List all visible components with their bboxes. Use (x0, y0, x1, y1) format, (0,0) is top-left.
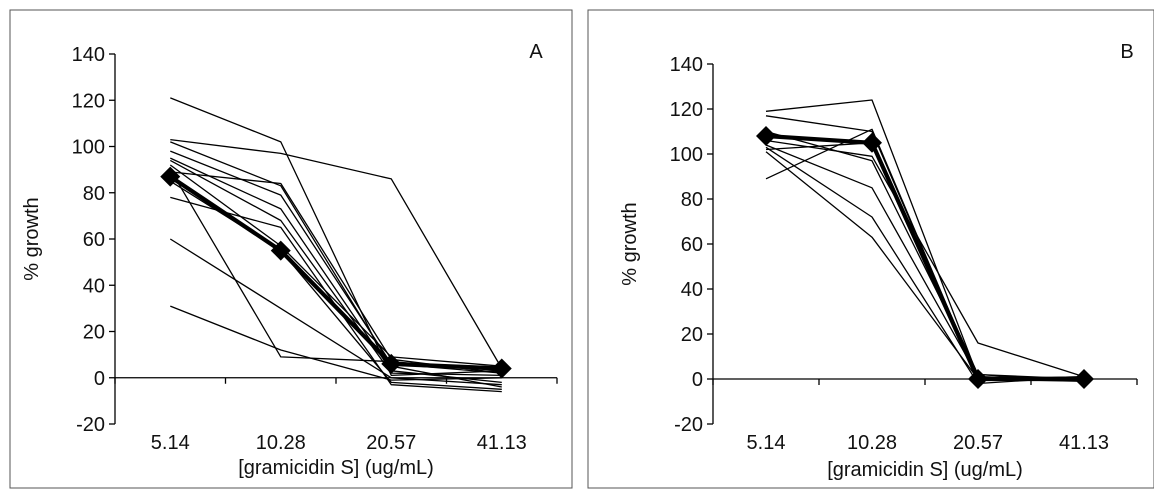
x-axis-title: [gramicidin S] (ug/mL) (238, 457, 434, 479)
diamond-marker (1074, 369, 1094, 389)
y-tick-label: 100 (72, 137, 105, 159)
series-line-1 (170, 97, 502, 377)
y-tick-label: -20 (76, 414, 105, 436)
y-tick-label: 120 (670, 99, 703, 121)
y-axis-title: % growth (619, 202, 641, 285)
x-tick-label: 5.14 (747, 432, 786, 454)
y-tick-label: 20 (681, 324, 703, 346)
diamond-marker (160, 166, 181, 187)
diamond-marker (270, 240, 291, 261)
x-tick-label: 5.14 (151, 432, 190, 454)
y-tick-label: 100 (670, 144, 703, 166)
series-line-14 (169, 174, 502, 371)
chart-frame (587, 9, 1154, 489)
series-line-7 (169, 164, 502, 367)
panel-label: A (529, 41, 543, 63)
x-tick-label: 10.28 (256, 432, 306, 454)
y-tick-label: 140 (72, 44, 105, 66)
series-line-8 (765, 128, 1085, 380)
series-line-6 (169, 159, 502, 377)
x-axis-title: [gramicidin S] (ug/mL) (827, 459, 1023, 481)
y-tick-label: 80 (681, 189, 703, 211)
x-tick-label: 41.13 (1059, 432, 1109, 454)
y-tick-label: 80 (83, 183, 105, 205)
series-line-10 (765, 133, 1084, 382)
series-line-4 (765, 139, 1085, 378)
y-tick-label: 120 (72, 90, 105, 112)
series-line-1 (765, 99, 1085, 380)
series-line-2 (765, 115, 1085, 380)
y-tick-label: 60 (681, 234, 703, 256)
series-line-12 (170, 305, 502, 381)
y-tick-label: 20 (83, 322, 105, 344)
line-chart-a: A -20 0 20 40 60 80 100 120 140 5.14 10.28 20.57 41.1… (9, 9, 573, 489)
series-line-4 (170, 150, 502, 374)
y-tick-label: 60 (83, 229, 105, 251)
y-tick-label: 140 (670, 54, 703, 76)
y-tick-label: 0 (692, 369, 703, 391)
series-line-2 (170, 138, 503, 369)
y-tick-label: 40 (681, 279, 703, 301)
y-tick-label: 0 (94, 368, 105, 390)
diamond-marker (491, 358, 512, 379)
diamond-marker (862, 132, 882, 153)
y-tick-label: 40 (83, 275, 105, 297)
line-chart-b: B -20 0 20 40 60 80 100 120 140 5.14 10.28 20.57 41.1… (587, 9, 1154, 489)
x-tick-label: 20.57 (366, 432, 416, 454)
x-tick-label: 10.28 (847, 432, 897, 454)
chart-panel-b: B -20 0 20 40 60 80 100 120 140 5.14 10.28 20.57 41.1… (580, 0, 1154, 489)
series-line-3 (170, 141, 502, 388)
panel-label: B (1120, 41, 1133, 63)
x-tick-label: 20.57 (953, 432, 1003, 454)
series-line-5 (170, 157, 502, 384)
x-tick-label: 41.13 (477, 432, 527, 454)
chart-panel-a: A -20 0 20 40 60 80 100 120 140 5.14 10.28 20.57 41.1… (0, 0, 574, 489)
y-axis-title: % growth (21, 197, 43, 280)
series-line-11 (169, 238, 502, 386)
y-tick-label: -20 (674, 414, 703, 436)
chart-frame (9, 9, 573, 489)
diamond-marker (756, 126, 776, 146)
diamond-marker (381, 353, 402, 374)
diamond-marker (968, 369, 988, 389)
